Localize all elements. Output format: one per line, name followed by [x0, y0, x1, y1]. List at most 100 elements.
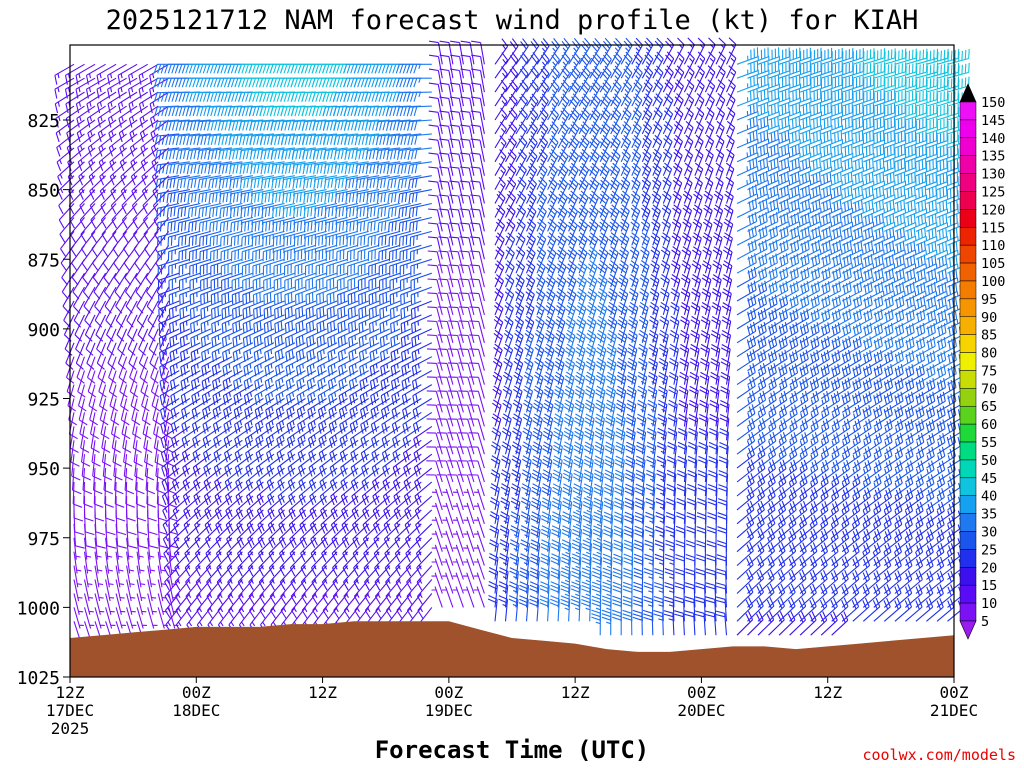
- wind-barb: [789, 253, 810, 274]
- wind-barb: [381, 411, 401, 434]
- wind-barb: [387, 202, 411, 218]
- wind-barb: [120, 175, 138, 200]
- wind-barb: [503, 357, 513, 385]
- wind-barb: [211, 328, 233, 348]
- colorbar-label: 105: [981, 256, 1005, 272]
- wind-barb: [585, 371, 596, 399]
- wind-barb: [459, 250, 475, 274]
- wind-barb: [531, 441, 543, 469]
- wind-barb: [778, 212, 800, 232]
- wind-barb: [121, 412, 131, 440]
- wind-barb: [542, 413, 554, 441]
- wind-barb: [747, 294, 768, 316]
- wind-barb: [382, 481, 401, 506]
- wind-barb: [915, 240, 937, 260]
- wind-barb: [202, 411, 222, 434]
- wind-barb: [378, 244, 401, 262]
- wind-barb: [94, 300, 107, 328]
- wind-barb: [309, 509, 327, 534]
- wind-barb: [315, 258, 338, 276]
- wind-barb: [85, 77, 106, 99]
- x-tick-label: 12Z: [813, 683, 842, 702]
- wind-barb: [587, 260, 598, 288]
- wind-barb: [131, 189, 149, 215]
- wind-barb: [253, 328, 275, 348]
- wind-barb: [449, 110, 464, 135]
- wind-barb: [274, 300, 296, 319]
- wind-barb: [102, 244, 117, 272]
- wind-barb: [307, 398, 327, 420]
- wind-barb: [582, 497, 593, 524]
- wind-barb: [700, 330, 711, 357]
- wind-barb: [831, 253, 852, 274]
- wind-barb: [789, 377, 809, 399]
- wind-barb: [641, 51, 654, 79]
- wind-barb: [236, 509, 254, 534]
- wind-barb: [218, 147, 243, 160]
- wind-barb: [313, 175, 338, 189]
- wind-barb: [661, 204, 672, 232]
- wind-barb: [662, 37, 675, 65]
- wind-barb: [241, 258, 264, 276]
- wind-barb: [863, 185, 885, 205]
- wind-barb: [723, 232, 733, 260]
- wind-barb: [83, 565, 93, 588]
- wind-barb: [721, 330, 732, 357]
- wind-barb: [141, 398, 151, 426]
- wind-barb: [736, 184, 758, 204]
- wind-barb: [365, 161, 390, 175]
- wind-barb: [427, 264, 443, 288]
- wind-barb: [547, 79, 560, 107]
- wind-barb: [560, 567, 571, 594]
- wind-barb: [757, 198, 779, 218]
- wind-barb: [356, 216, 380, 233]
- wind-barb: [894, 597, 913, 622]
- wind-barb: [83, 579, 94, 602]
- wind-barb: [251, 216, 275, 233]
- wind-barb: [820, 583, 839, 608]
- wind-barb: [513, 343, 524, 371]
- wind-barb: [136, 593, 147, 615]
- wind-barb: [894, 213, 916, 232]
- wind-barb: [394, 537, 412, 563]
- wind-barb: [539, 595, 550, 622]
- wind-barb: [637, 357, 648, 385]
- wind-barb: [126, 300, 138, 328]
- wind-barb: [539, 567, 551, 594]
- wind-barb: [557, 65, 571, 93]
- wind-barb: [936, 103, 959, 121]
- wind-barb: [574, 371, 586, 399]
- wind-barb: [411, 356, 433, 377]
- wind-barb: [505, 66, 519, 93]
- y-tick-label: 1025: [17, 668, 60, 689]
- wind-barb: [89, 175, 106, 200]
- wind-barb: [515, 65, 529, 93]
- wind-barb: [926, 227, 948, 246]
- wind-barb: [863, 171, 885, 191]
- wind-barb: [144, 440, 154, 467]
- wind-barb: [220, 258, 243, 276]
- wind-barb: [320, 523, 338, 548]
- wind-barb: [119, 133, 138, 157]
- wind-barb: [262, 244, 285, 262]
- wind-barb: [368, 300, 390, 319]
- wind-barb: [166, 175, 190, 189]
- wind-barb: [257, 523, 275, 548]
- wind-barb: [108, 119, 127, 143]
- wind-barb: [710, 344, 721, 371]
- wind-barb: [188, 216, 211, 233]
- wind-barb: [529, 567, 540, 594]
- wind-barb: [86, 91, 106, 114]
- wind-barb: [863, 144, 885, 163]
- wind-barb: [144, 231, 159, 257]
- wind-barb: [789, 226, 810, 246]
- wind-barb: [189, 300, 212, 319]
- wind-barb: [884, 377, 904, 399]
- wind-barb: [356, 230, 380, 247]
- wind-barb: [523, 357, 534, 385]
- wind-barb: [399, 244, 422, 262]
- wind-barb: [831, 418, 851, 441]
- wind-barb: [180, 370, 201, 391]
- wind-barb: [365, 175, 390, 189]
- colorbar-swatch: [959, 459, 977, 479]
